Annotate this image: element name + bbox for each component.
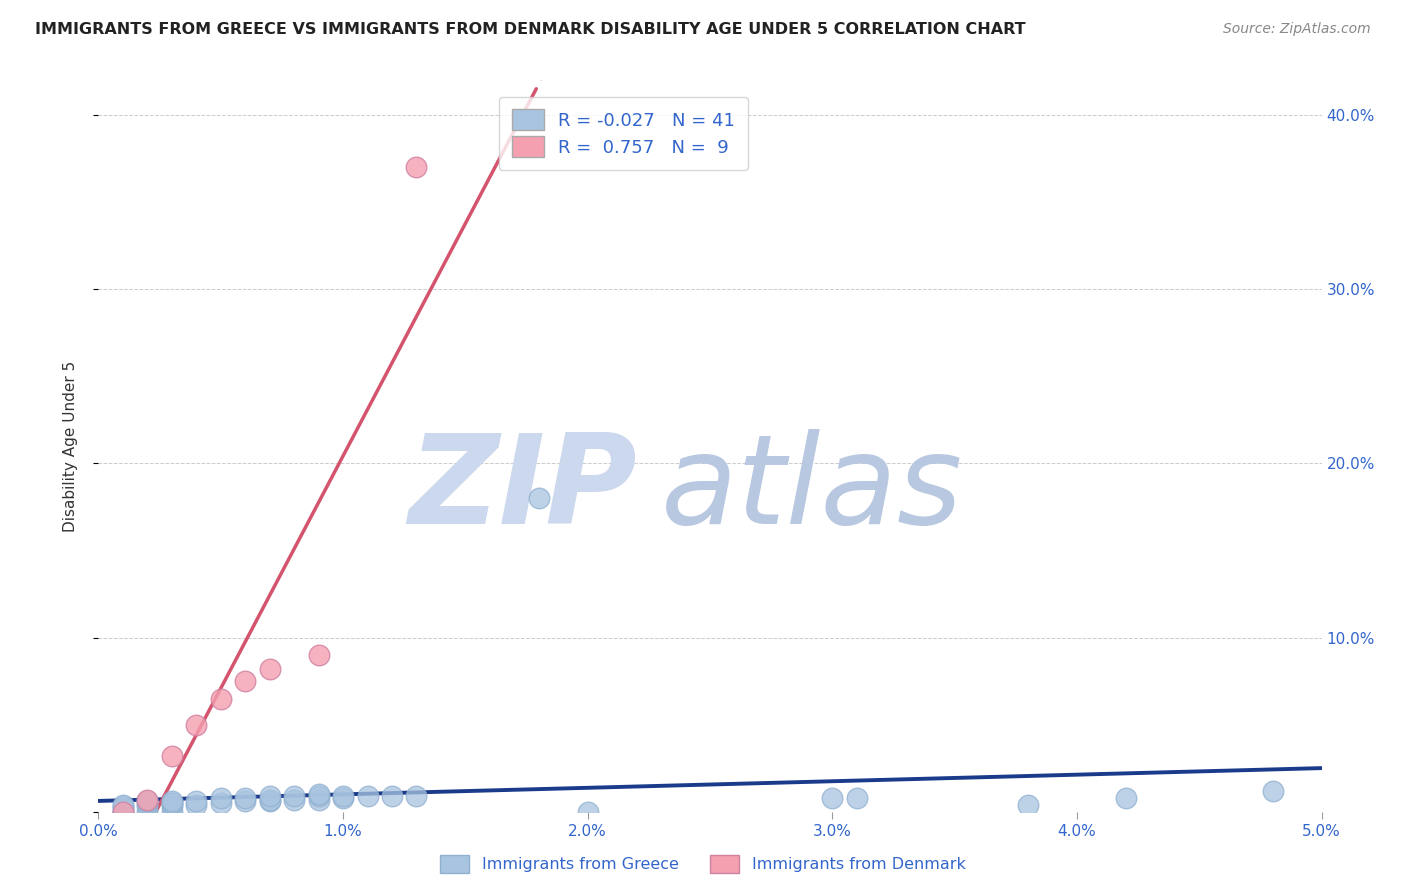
Point <box>527 491 550 506</box>
Point <box>821 790 844 805</box>
Point <box>308 789 330 803</box>
Point <box>111 797 134 812</box>
Point <box>160 794 183 808</box>
Point <box>136 799 159 814</box>
Point <box>186 717 208 731</box>
Point <box>136 796 159 810</box>
Point <box>308 792 330 806</box>
Text: IMMIGRANTS FROM GREECE VS IMMIGRANTS FROM DENMARK DISABILITY AGE UNDER 5 CORRELA: IMMIGRANTS FROM GREECE VS IMMIGRANTS FRO… <box>35 22 1026 37</box>
Point <box>845 790 868 805</box>
Point <box>405 161 427 175</box>
Point <box>576 805 599 819</box>
Point <box>160 796 183 810</box>
Point <box>259 794 281 808</box>
Point <box>160 749 183 764</box>
Point <box>209 796 232 810</box>
Point <box>259 792 281 806</box>
Point <box>1261 784 1284 798</box>
Point <box>308 648 330 662</box>
Point <box>136 792 159 806</box>
Point <box>332 790 354 805</box>
Point <box>160 805 183 819</box>
Point <box>186 797 208 812</box>
Point <box>209 790 232 805</box>
Point <box>233 794 256 808</box>
Point <box>186 794 208 808</box>
Point <box>111 805 134 819</box>
Point <box>233 790 256 805</box>
Point <box>381 789 404 803</box>
Point <box>111 801 134 815</box>
Point <box>111 805 134 819</box>
Point <box>136 794 159 808</box>
Legend: R = -0.027   N = 41, R =  0.757   N =  9: R = -0.027 N = 41, R = 0.757 N = 9 <box>499 96 748 170</box>
Y-axis label: Disability Age Under 5: Disability Age Under 5 <box>63 360 77 532</box>
Point <box>308 787 330 801</box>
Point <box>259 789 281 803</box>
Point <box>233 674 256 689</box>
Text: ZIP: ZIP <box>408 429 637 550</box>
Point <box>111 799 134 814</box>
Point <box>209 691 232 706</box>
Point <box>356 789 378 803</box>
Point <box>1115 790 1137 805</box>
Text: Source: ZipAtlas.com: Source: ZipAtlas.com <box>1223 22 1371 37</box>
Point <box>259 662 281 676</box>
Point <box>332 789 354 803</box>
Point <box>136 805 159 819</box>
Legend: Immigrants from Greece, Immigrants from Denmark: Immigrants from Greece, Immigrants from … <box>433 848 973 880</box>
Point <box>1017 797 1039 812</box>
Point <box>405 789 427 803</box>
Point <box>160 799 183 814</box>
Point <box>283 789 305 803</box>
Point <box>283 792 305 806</box>
Point <box>111 805 134 819</box>
Point <box>160 796 183 810</box>
Point <box>111 805 134 819</box>
Text: atlas: atlas <box>661 429 963 550</box>
